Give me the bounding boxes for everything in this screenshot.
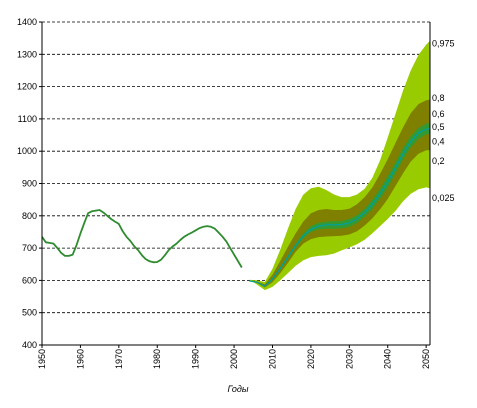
band-04-06 (249, 122, 430, 287)
y-tick-label-600: 600 (22, 275, 37, 285)
y-tick-label-1300: 1300 (17, 49, 37, 59)
x-tick-label-1990: 1990 (191, 349, 201, 369)
quantile-labels: 0,975 0,8 0,6 0,5 0,4 0,2 0,025 (432, 39, 455, 203)
observed-series (41, 209, 243, 268)
x-tick-label-1980: 1980 (152, 349, 162, 369)
observed-line (41, 209, 243, 268)
band-02-08 (249, 99, 430, 288)
y-tick-label-1000: 1000 (17, 146, 37, 156)
x-tick-label-2010: 2010 (267, 349, 277, 369)
x-tick-label-2040: 2040 (383, 349, 393, 369)
y-tick-label-1400: 1400 (17, 17, 37, 27)
quantile-label-0-8: 0,8 (432, 93, 445, 103)
quantile-bands (249, 40, 431, 291)
quantile-label-0-2: 0,2 (432, 156, 445, 166)
x-tick-label-2000: 2000 (229, 349, 239, 369)
x-tick-label-1970: 1970 (114, 349, 124, 369)
gridlines (42, 21, 430, 314)
x-tick-label-2050: 2050 (421, 349, 431, 369)
y-tick-label-400: 400 (22, 340, 37, 350)
y-tick-label-900: 900 (22, 179, 37, 189)
band-0025-0975 (249, 40, 430, 291)
y-tick-label-700: 700 (22, 243, 37, 253)
x-tick-label-2020: 2020 (306, 349, 316, 369)
x-tick-label-1950: 1950 (37, 349, 47, 369)
quantile-label-0-975: 0,975 (432, 39, 455, 49)
quantile-label-0-4: 0,4 (432, 137, 445, 147)
x-axis-label: Годы (228, 384, 249, 394)
y-tick-label-800: 800 (22, 211, 37, 221)
y-tick-labels: 400 500 600 700 800 900 1000 1100 1200 1300 1400 (17, 17, 42, 350)
y-tick-label-1100: 1100 (18, 114, 37, 124)
y-tick-label-1200: 1200 (17, 82, 37, 92)
x-tick-labels: 1950 1960 1970 1980 1990 2000 2010 2020 2030 2040… (37, 345, 431, 369)
quantile-label-0-6: 0,6 (432, 109, 445, 119)
median-line (249, 128, 431, 287)
quantile-label-0-5: 0,5 (432, 122, 445, 132)
x-tick-label-2030: 2030 (344, 349, 354, 369)
x-tick-label-1960: 1960 (75, 349, 85, 369)
quantile-label-0-025: 0,025 (432, 193, 455, 203)
y-tick-label-500: 500 (22, 308, 37, 318)
